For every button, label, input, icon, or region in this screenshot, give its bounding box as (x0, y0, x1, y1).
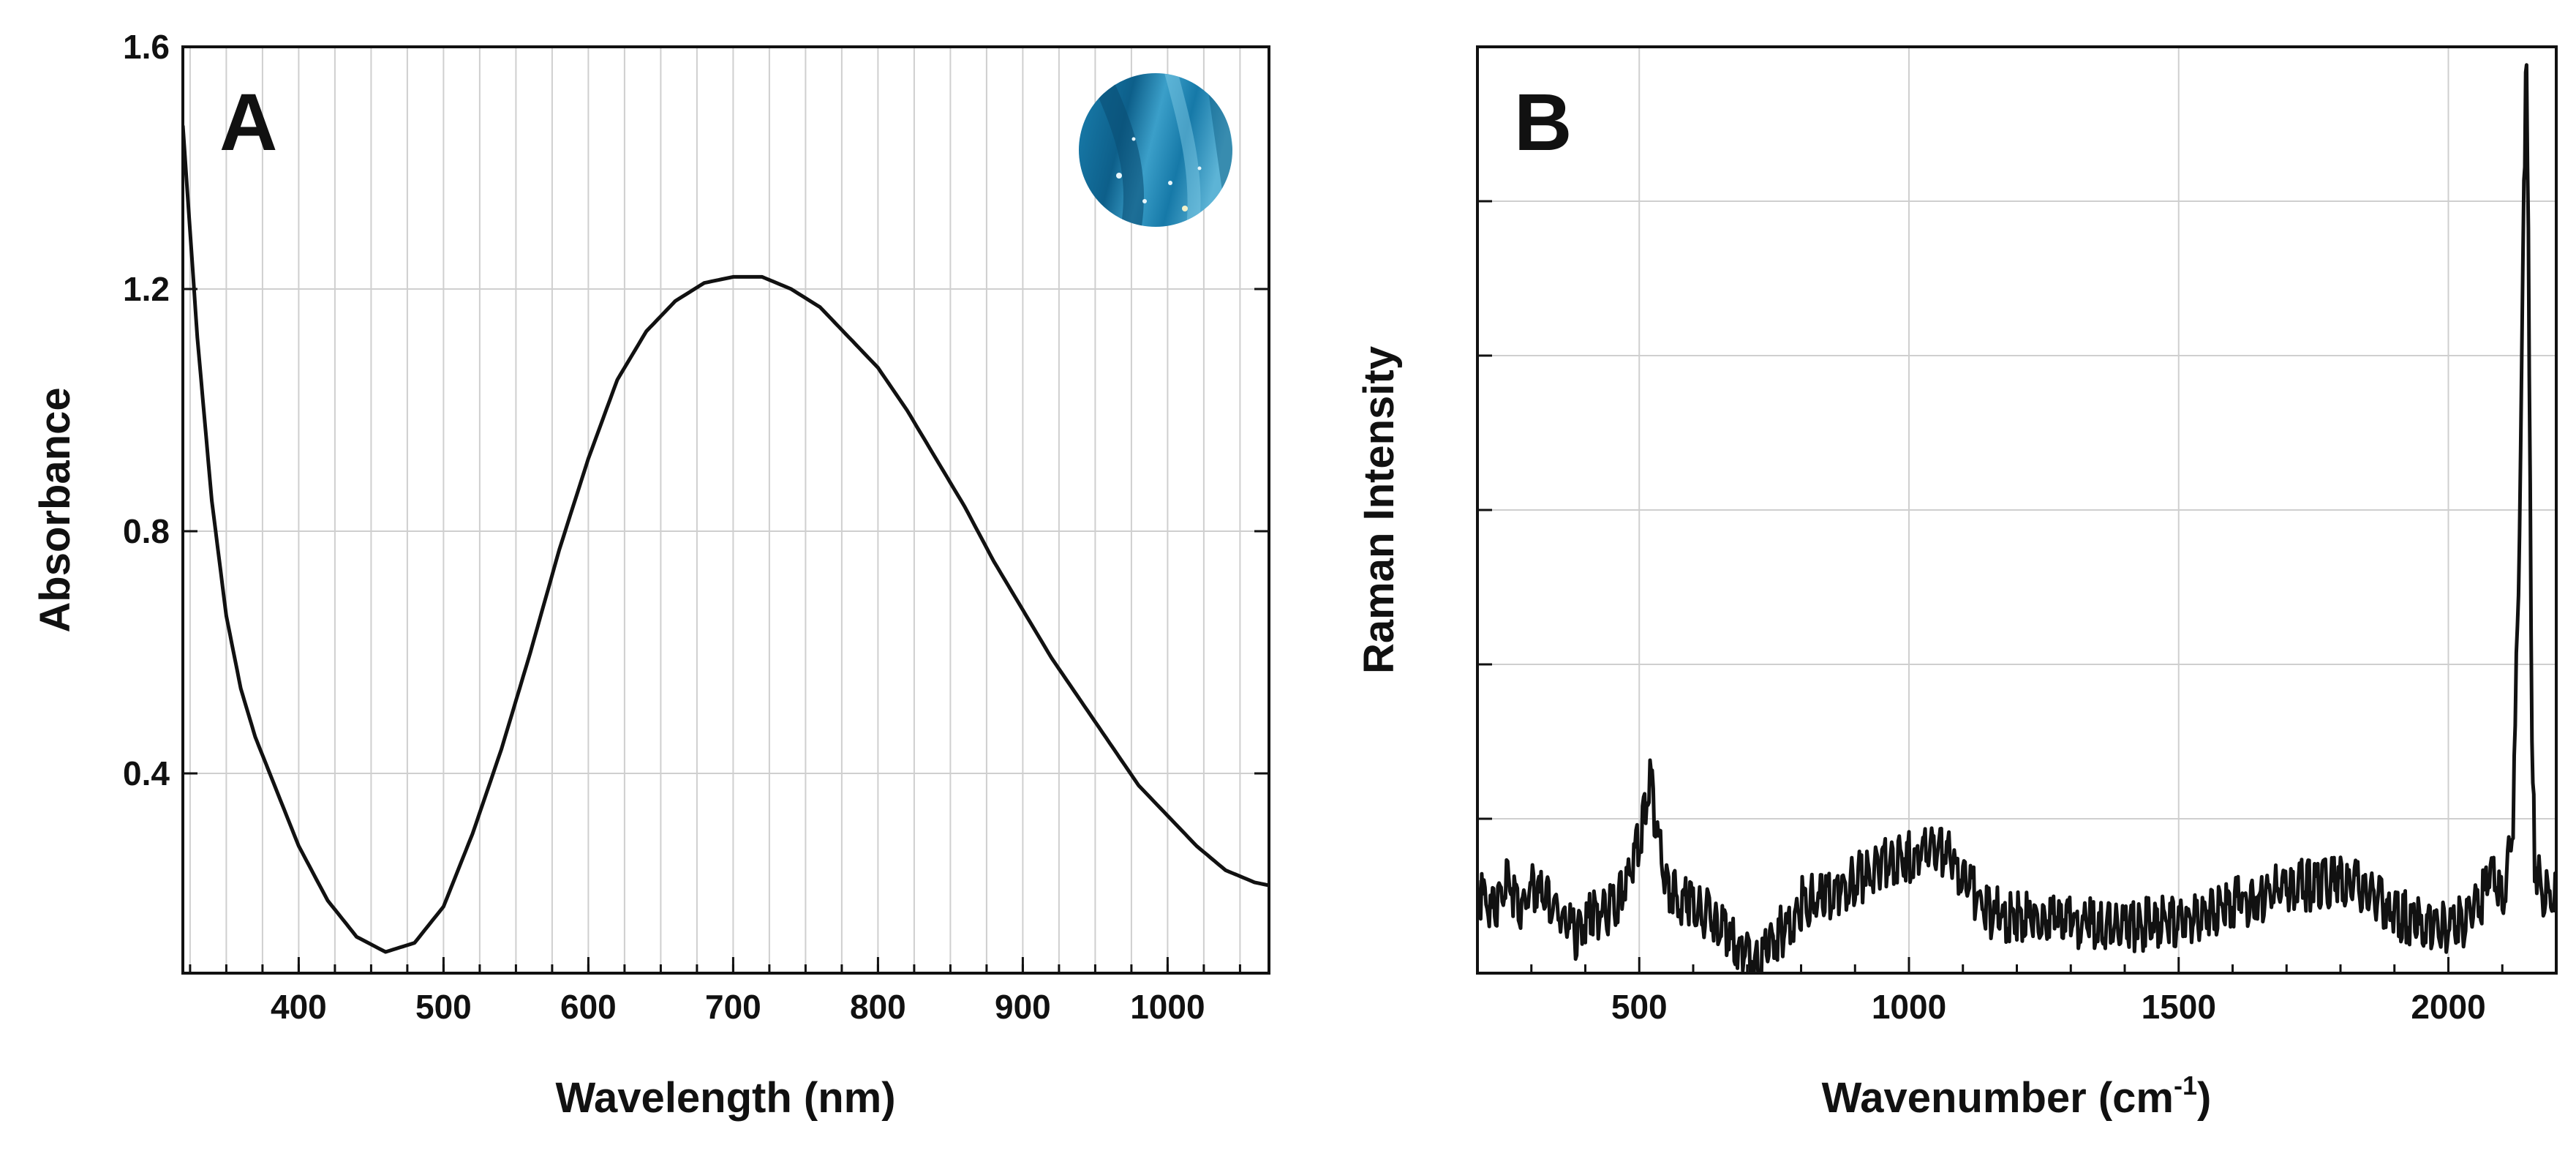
absorbance-x-tick-label: 600 (560, 988, 617, 1026)
raman-y-axis-label: Raman Intensity (1355, 346, 1403, 674)
raman-x-tick-label: 500 (1611, 988, 1668, 1026)
absorbance-y-tick-label: 1.2 (123, 270, 170, 308)
absorbance-x-tick-label: 900 (995, 988, 1051, 1026)
absorbance-y-tick-label: 0.4 (123, 754, 170, 792)
absorbance-x-tick-label: 400 (271, 988, 327, 1026)
raman-series-line (1477, 63, 2556, 973)
absorbance-y-tick-label: 0.8 (123, 512, 170, 550)
panel-label-a: A (219, 78, 277, 168)
panel-label-b: B (1514, 78, 1572, 168)
raman-gridlines (1477, 47, 2556, 973)
raman-x-axis-label-suffix: ) (2197, 1074, 2211, 1122)
absorbance-y-tick-label: 1.6 (123, 28, 170, 66)
absorbance-plot-frame (181, 45, 1270, 975)
raman-plot-frame (1476, 45, 2558, 975)
raman-x-tick-label: 1500 (2142, 988, 2216, 1026)
raman-x-tick-label: 1000 (1872, 988, 1946, 1026)
raman-curve-layer (1477, 63, 2556, 973)
raman-chart: 500 1000 1500 2000 B Wavenumber (cm-1) Rama… (1355, 45, 2558, 1122)
absorbance-series-line (183, 125, 1269, 954)
absorbance-x-tick-label: 700 (705, 988, 761, 1026)
absorbance-x-axis-label: Wavelength (nm) (555, 1074, 895, 1122)
absorbance-chart: 0.4 0.8 1.2 1.6 400 500 600 700 800 900 1000 A Wav… (31, 28, 1270, 1122)
absorbance-y-axis-label: Absorbance (31, 387, 79, 632)
raman-x-axis-label: Wavenumber (cm-1) (1822, 1070, 2212, 1122)
absorbance-x-tick-label: 1000 (1130, 988, 1205, 1026)
absorbance-x-tick-label: 800 (850, 988, 906, 1026)
absorbance-gridlines (183, 47, 1269, 973)
absorbance-x-tick-label: 500 (415, 988, 472, 1026)
raman-x-axis-label-main: Wavenumber (cm (1822, 1074, 2174, 1122)
blue-glass-sample-photo (1079, 73, 1232, 227)
raman-x-axis-label-superscript: -1 (2174, 1070, 2197, 1100)
raman-x-tick-label: 2000 (2411, 988, 2485, 1026)
raman-ticks: 500 1000 1500 2000 (1477, 200, 2504, 1026)
absorbance-ticks: 0.4 0.8 1.2 1.6 400 500 600 700 800 900 1000 (123, 28, 1269, 1026)
absorbance-curve-layer (183, 125, 1269, 954)
